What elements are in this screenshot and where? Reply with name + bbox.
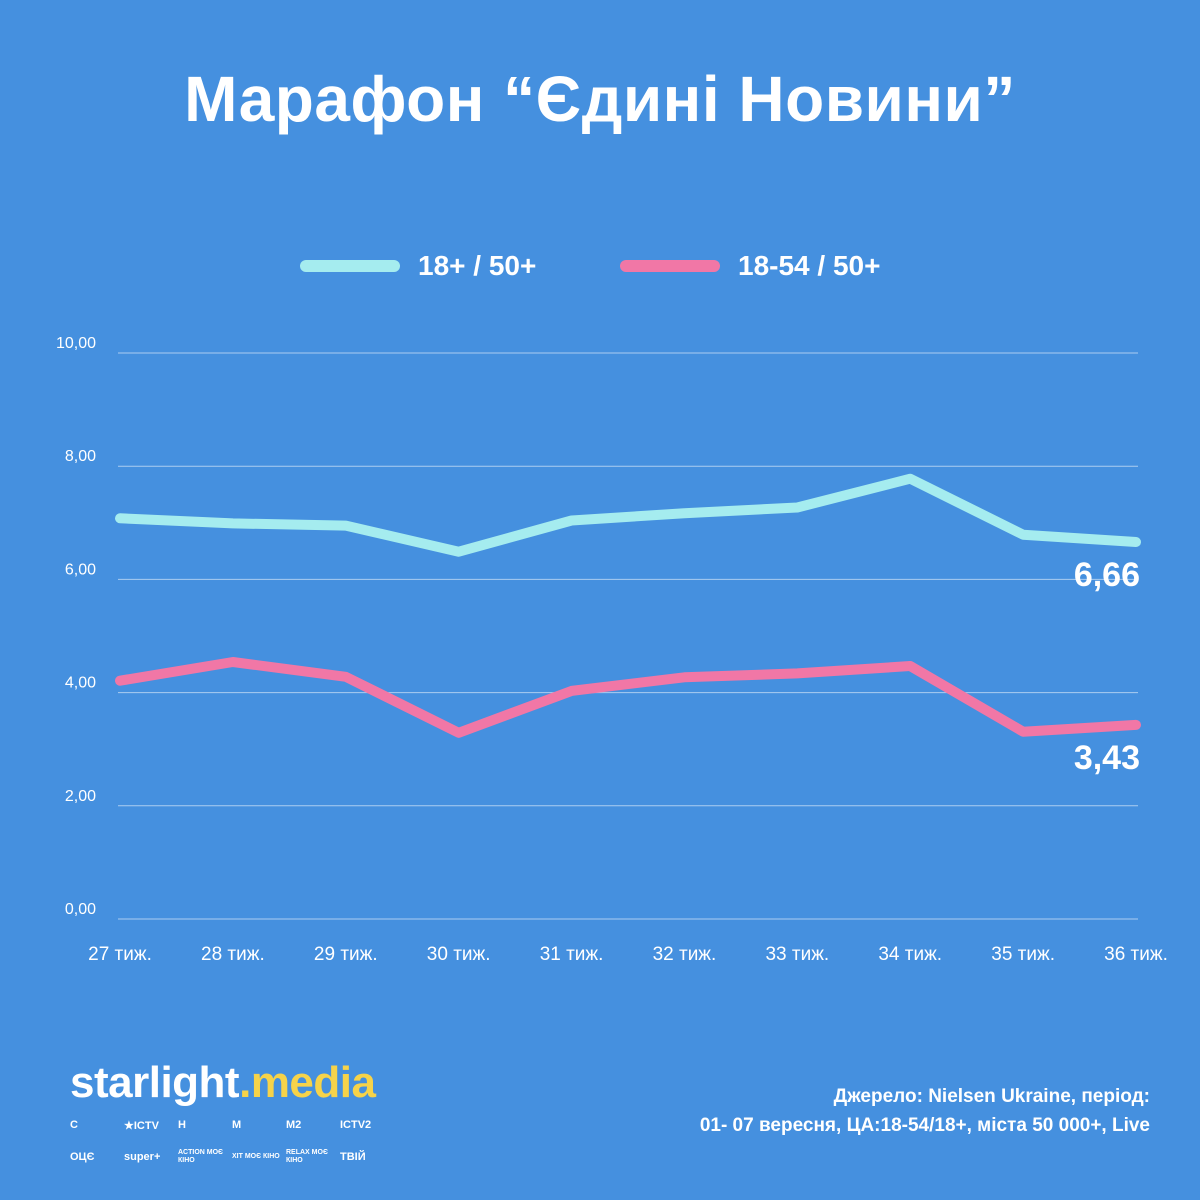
y-tick-label: 6,00	[65, 561, 96, 578]
channel-logo: ХІТ МОЄ КІНО	[232, 1153, 280, 1160]
starlight-media-logo: starlight.media	[70, 1058, 376, 1108]
x-tick-label: 30 тиж.	[427, 944, 491, 965]
chart-title: Марафон “Єдині Новини”	[184, 63, 1016, 135]
channel-logo: М2	[286, 1119, 302, 1131]
legend-item-series-1: 18+ / 50+	[300, 244, 536, 288]
channel-logo: ICTV2	[340, 1119, 372, 1131]
logo-dot: .	[239, 1058, 251, 1107]
channel-logo: ACTION МОЄ КІНО	[178, 1149, 224, 1164]
channel-logo: super+	[124, 1151, 161, 1163]
y-tick-label: 8,00	[65, 448, 96, 465]
logo-main: starlight	[70, 1058, 240, 1107]
legend-label-series-1: 18+ / 50+	[418, 250, 537, 281]
legend-swatch-series-1	[300, 260, 400, 272]
channel-logo: RELAX МОЄ КІНО	[286, 1149, 328, 1164]
x-tick-label: 36 тиж.	[1104, 944, 1168, 965]
source-note: Джерело: Nielsen Ukraine, період: 01- 07…	[700, 1082, 1150, 1140]
legend-label-series-2: 18-54 / 50+	[738, 250, 881, 281]
channel-logo: С	[70, 1119, 78, 1131]
series-line-2	[115, 657, 1141, 738]
legend-item-series-2: 18-54 / 50+	[620, 244, 880, 288]
source-line-1: Джерело: Nielsen Ukraine, період:	[833, 1086, 1150, 1107]
x-tick-label: 32 тиж.	[653, 944, 717, 965]
y-tick-label: 0,00	[65, 901, 96, 918]
x-tick-label: 33 тиж.	[765, 944, 829, 965]
source-line-2: 01- 07 вересня, ЦА:18-54/18+, міста 50 0…	[699, 1115, 1150, 1136]
channel-logo: М	[232, 1119, 242, 1131]
y-tick-label: 4,00	[65, 675, 96, 692]
x-tick-label: 29 тиж.	[314, 944, 378, 965]
channel-logo: Н	[178, 1119, 186, 1131]
x-tick-label: 34 тиж.	[878, 944, 942, 965]
x-tick-label: 31 тиж.	[540, 944, 604, 965]
x-tick-label: 35 тиж.	[991, 944, 1055, 965]
legend: 18+ / 50+ 18-54 / 50+	[0, 244, 1200, 288]
channel-logos: С ★ICTV Н М М2 ICTV2 ОЦЄ super+ ACTION М…	[70, 1112, 390, 1170]
y-tick-label: 2,00	[65, 788, 96, 805]
series-line-1	[115, 473, 1141, 557]
logo-accent: media	[250, 1058, 376, 1107]
line-chart: 0,00 2,00 4,00 6,00 8,00 10,00 27 тиж. 28 тиж. 2…	[56, 335, 1168, 965]
end-value-label-2: 3,43	[1074, 739, 1140, 777]
channel-logo: ТВІЙ	[340, 1151, 366, 1163]
x-tick-label: 28 тиж.	[201, 944, 265, 965]
channel-logo: ★ICTV	[124, 1119, 159, 1132]
end-value-label-1: 6,66	[1074, 556, 1140, 594]
legend-swatch-series-2	[620, 260, 720, 272]
x-tick-label: 27 тиж.	[88, 944, 152, 965]
y-tick-label: 10,00	[56, 335, 96, 352]
channel-logo: ОЦЄ	[70, 1151, 95, 1163]
